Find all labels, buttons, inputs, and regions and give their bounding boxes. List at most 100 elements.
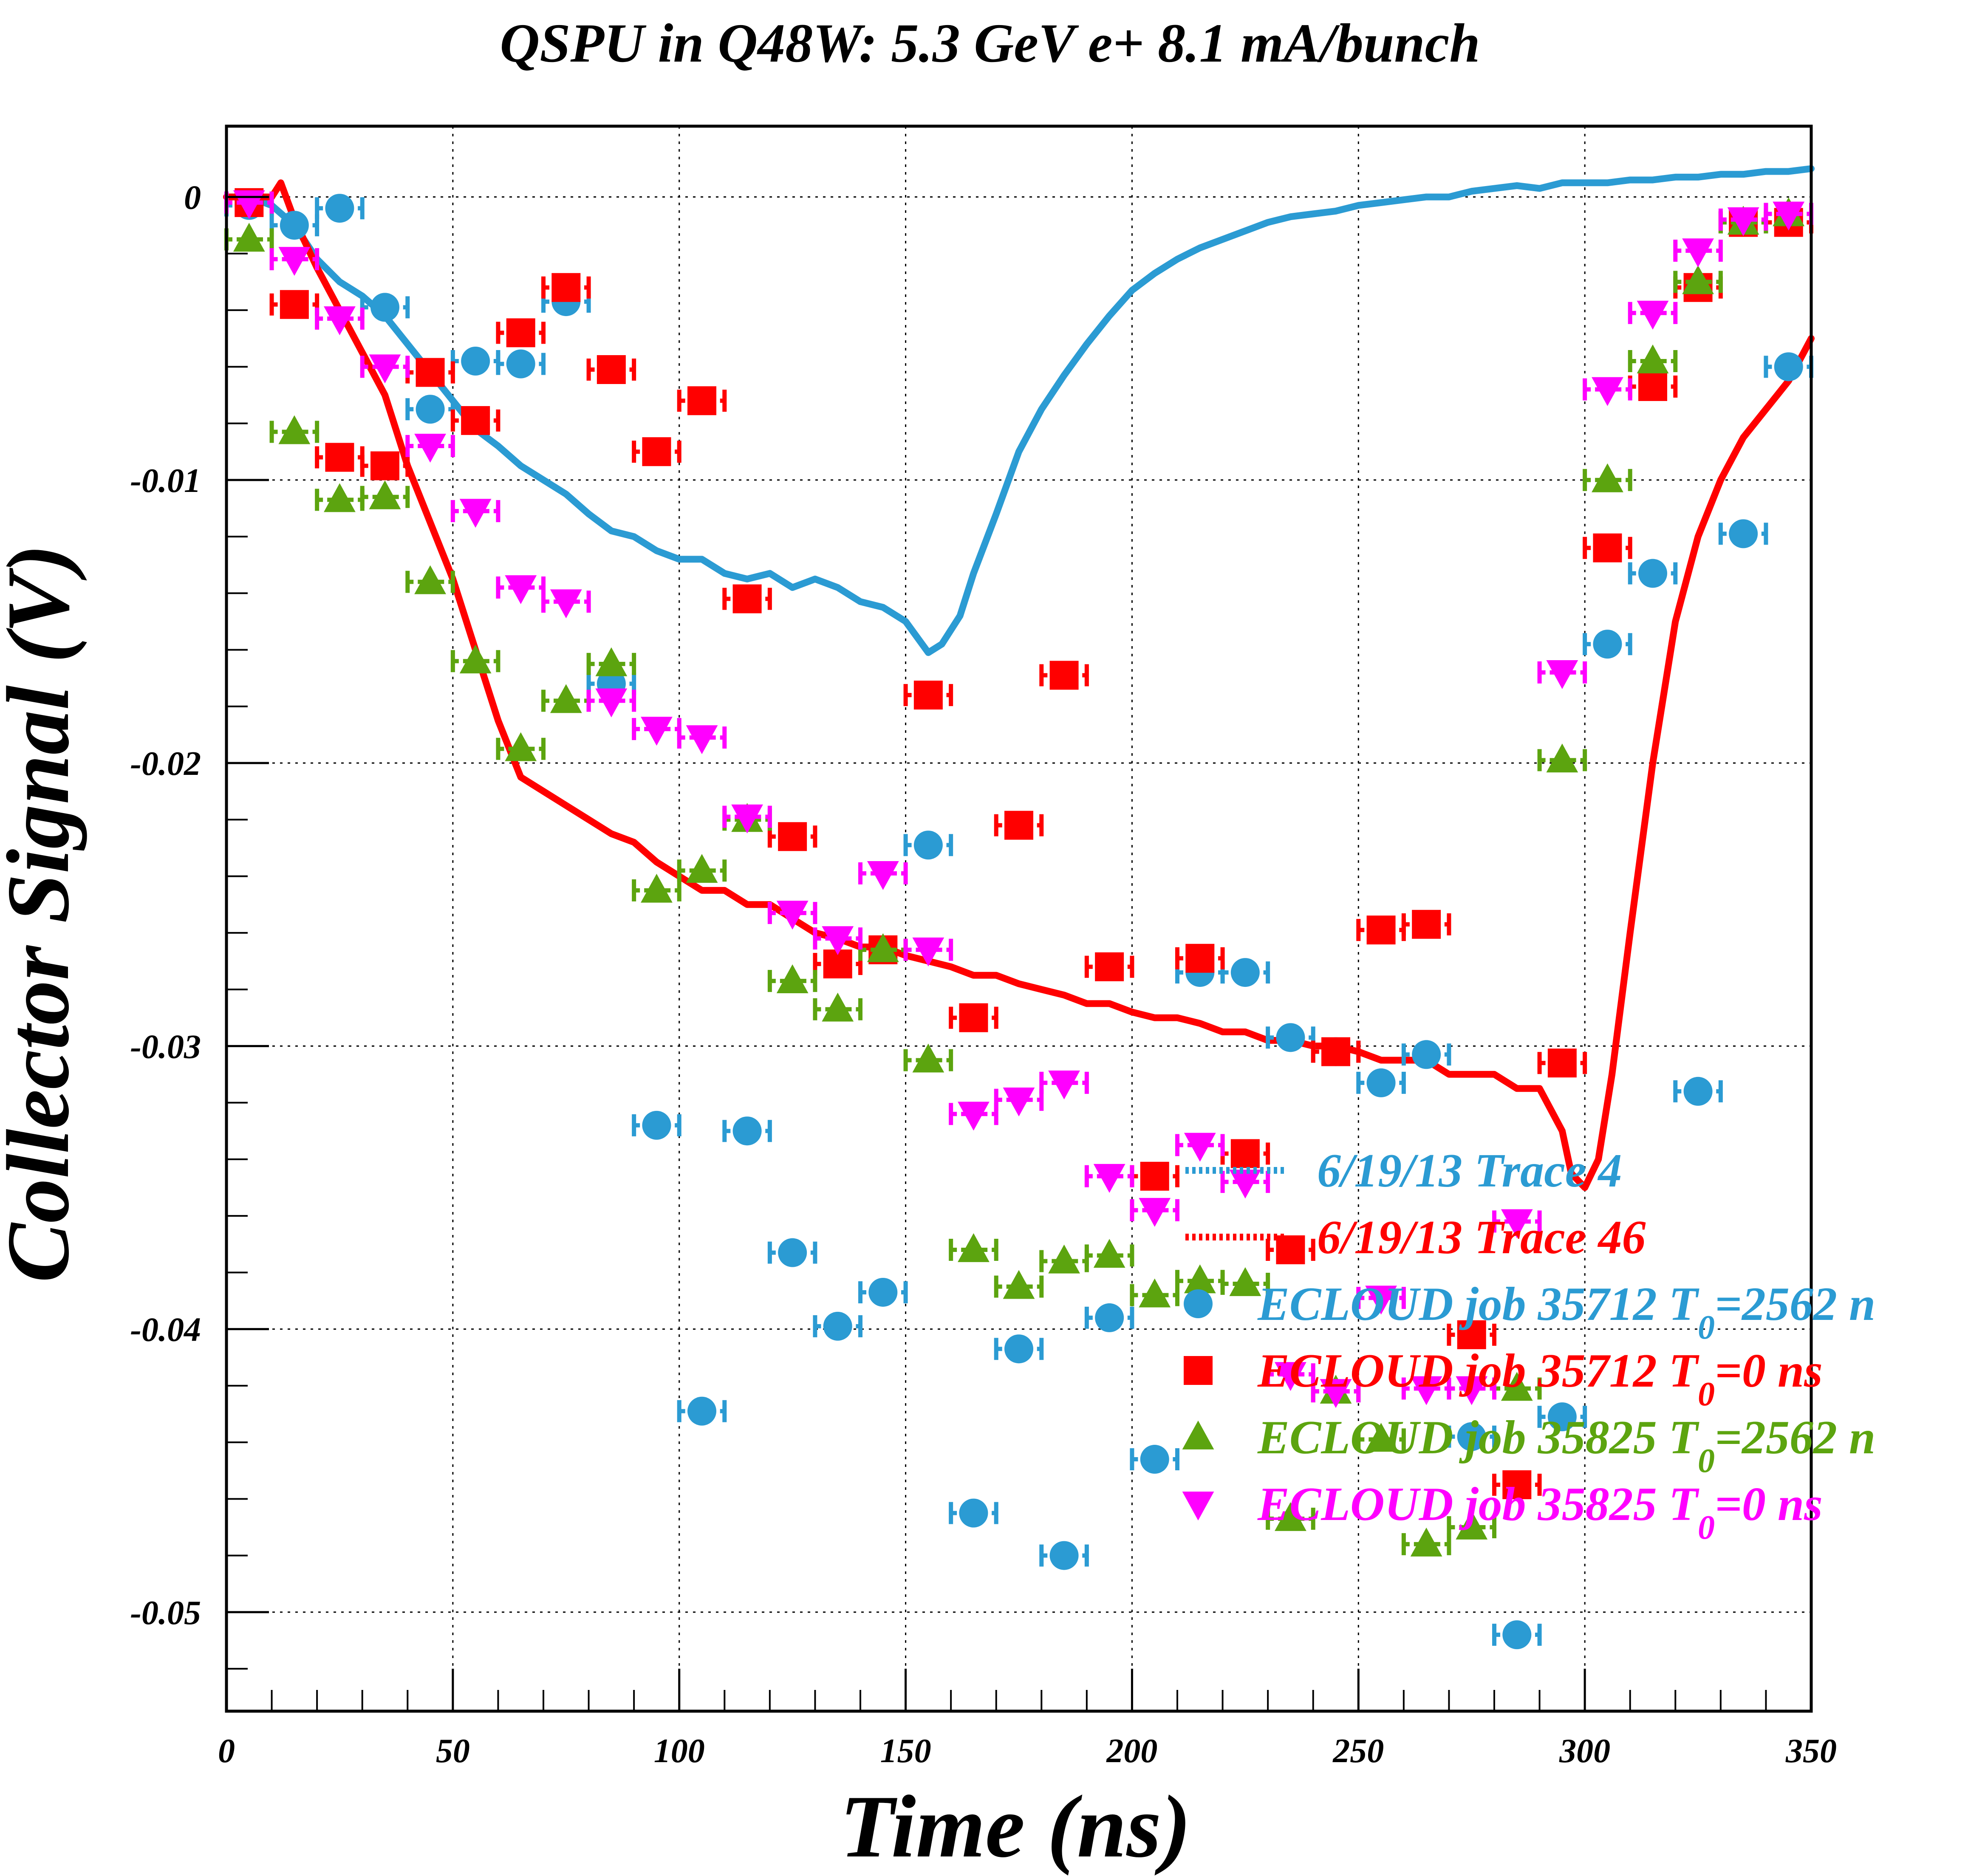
data-point bbox=[903, 831, 953, 860]
data-point bbox=[1311, 1037, 1361, 1066]
circle-marker bbox=[416, 395, 445, 424]
triangle-down-marker bbox=[324, 306, 356, 336]
square-marker bbox=[1004, 811, 1033, 840]
circle-marker bbox=[642, 1110, 671, 1140]
triangle-down-marker bbox=[1773, 201, 1805, 231]
data-point bbox=[1356, 1423, 1406, 1452]
data-point bbox=[1583, 630, 1632, 659]
data-point bbox=[903, 937, 953, 966]
triangle-down-marker bbox=[867, 861, 899, 890]
data-point bbox=[360, 480, 410, 509]
triangle-down-marker bbox=[1682, 238, 1714, 268]
data-point bbox=[360, 354, 410, 384]
triangle-up-marker bbox=[1682, 265, 1714, 294]
triangle-up-marker bbox=[1410, 1527, 1442, 1557]
data-point bbox=[269, 415, 320, 444]
circle-marker bbox=[1095, 1303, 1124, 1332]
marker-series bbox=[224, 188, 1813, 1650]
triangle-down-marker bbox=[1727, 207, 1759, 236]
legend-subscript: 0 bbox=[1698, 1309, 1715, 1346]
square-marker bbox=[642, 437, 671, 466]
square-marker bbox=[1321, 1037, 1350, 1066]
data-point bbox=[1130, 1445, 1179, 1474]
triangle-down-marker bbox=[776, 901, 809, 930]
data-point bbox=[677, 386, 727, 415]
x-tick-label: 150 bbox=[880, 1732, 931, 1770]
triangle-up-marker bbox=[867, 933, 899, 962]
triangle-down-marker bbox=[1320, 1379, 1352, 1408]
x-tick-label: 200 bbox=[1106, 1732, 1157, 1770]
circle-marker bbox=[778, 1238, 807, 1267]
data-point bbox=[1130, 1198, 1179, 1227]
data-point bbox=[994, 1334, 1044, 1364]
x-tick-labels: 0 50 100 150 200 250 300 350 bbox=[218, 1732, 1837, 1770]
triangle-up-marker bbox=[822, 992, 854, 1022]
triangle-down-marker bbox=[1093, 1164, 1125, 1193]
data-point bbox=[1175, 944, 1225, 973]
legend-label: 6/19/13 Trace 4 bbox=[1317, 1144, 1622, 1197]
triangle-down-marker bbox=[1546, 660, 1578, 689]
data-point bbox=[541, 273, 591, 302]
y-axis-label: Collector Signal (V) bbox=[0, 544, 88, 1283]
data-point bbox=[1673, 238, 1723, 268]
data-point bbox=[1401, 1040, 1451, 1069]
circle-marker bbox=[913, 831, 943, 860]
data-point bbox=[1220, 1170, 1270, 1199]
axis-ticks bbox=[225, 196, 1813, 1711]
y-tick-label: 0 bbox=[184, 179, 201, 217]
circle-marker bbox=[506, 349, 535, 379]
data-point bbox=[994, 811, 1044, 840]
square-marker bbox=[280, 290, 309, 319]
data-point bbox=[1220, 1267, 1270, 1296]
triangle-up-marker bbox=[459, 644, 492, 674]
triangle-up-marker bbox=[505, 732, 537, 761]
data-point bbox=[1266, 1362, 1315, 1391]
data-point bbox=[405, 358, 455, 387]
circle-marker bbox=[280, 211, 309, 240]
circle-marker bbox=[461, 346, 490, 376]
circle-marker bbox=[370, 293, 399, 322]
data-point bbox=[1583, 533, 1632, 562]
square-marker bbox=[370, 451, 399, 480]
square-marker bbox=[1412, 910, 1441, 939]
triangle-down-marker bbox=[1410, 1376, 1442, 1405]
square-marker bbox=[1140, 1161, 1169, 1191]
data-point bbox=[405, 433, 455, 463]
square-marker bbox=[778, 822, 807, 851]
triangle-down-marker bbox=[595, 688, 628, 718]
triangle-up-marker bbox=[641, 873, 673, 903]
triangle-down-marker bbox=[912, 937, 944, 966]
circle-marker bbox=[1004, 1334, 1033, 1364]
triangle-down-marker bbox=[731, 804, 763, 833]
x-tick-label: 50 bbox=[436, 1732, 470, 1770]
data-point bbox=[496, 349, 546, 379]
circle-marker bbox=[1140, 1445, 1169, 1474]
data-point bbox=[1673, 1076, 1723, 1106]
data-point bbox=[450, 644, 500, 674]
x-tick-label: 350 bbox=[1785, 1732, 1837, 1770]
data-point bbox=[586, 688, 636, 718]
data-point bbox=[1628, 300, 1678, 330]
square-marker bbox=[506, 318, 535, 348]
legend-subscript: 0 bbox=[1698, 1509, 1715, 1546]
square-marker bbox=[597, 355, 626, 384]
x-tick-label: 100 bbox=[654, 1732, 705, 1770]
triangle-down-marker bbox=[1003, 1088, 1035, 1116]
triangle-down-marker bbox=[1275, 1362, 1306, 1391]
square-marker bbox=[1049, 661, 1079, 690]
data-point bbox=[1628, 344, 1678, 373]
data-point bbox=[496, 732, 546, 761]
data-point bbox=[1447, 1320, 1496, 1349]
y-tick-labels: 0 -0.01 -0.02 -0.03 -0.04 -0.05 bbox=[130, 179, 201, 1632]
data-point bbox=[1039, 661, 1089, 690]
triangle-down-marker bbox=[459, 499, 492, 528]
data-point bbox=[1583, 377, 1632, 406]
circle-marker bbox=[1412, 1040, 1441, 1069]
y-tick-label: -0.01 bbox=[130, 462, 201, 500]
legend-circle-swatch bbox=[1184, 1289, 1213, 1318]
x-tick-label: 300 bbox=[1559, 1732, 1610, 1770]
data-point bbox=[722, 584, 772, 613]
data-point bbox=[1220, 1139, 1270, 1168]
data-point bbox=[632, 437, 681, 466]
